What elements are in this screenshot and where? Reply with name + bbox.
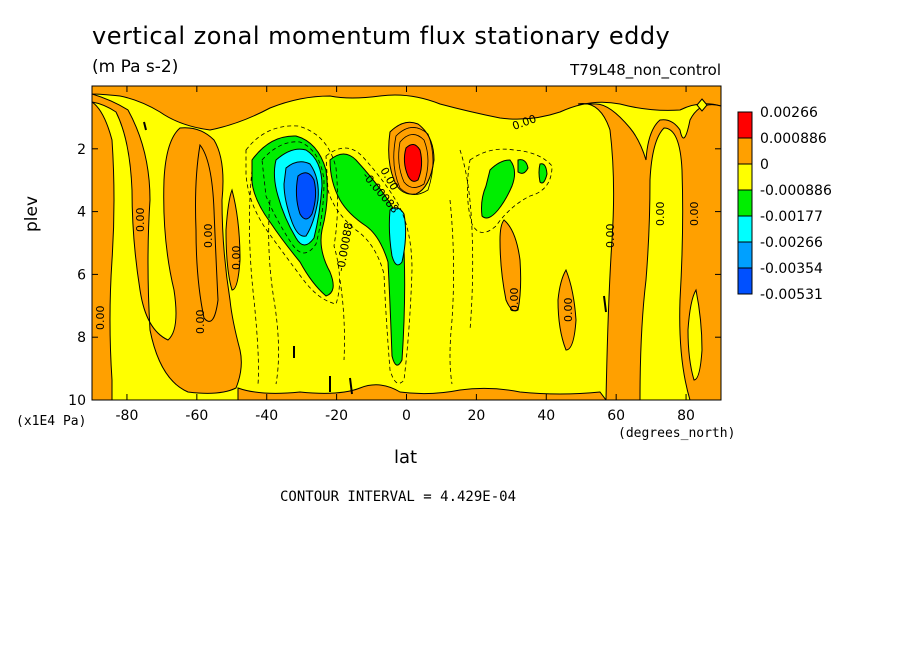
y-tick-label: 6 — [77, 267, 86, 283]
x-tick-label: 0 — [402, 408, 411, 424]
x-tick-label: 80 — [677, 408, 695, 424]
legend-swatch — [738, 164, 752, 190]
legend-level-label: 0.00266 — [760, 105, 818, 121]
legend-level-label: -0.00266 — [760, 235, 823, 251]
y-tick-label: 8 — [77, 330, 86, 346]
orange-left-edge — [92, 102, 114, 400]
contour-label: 0.00 — [688, 202, 701, 227]
contour-label: 0.00 — [94, 306, 107, 331]
x-tick-label: 20 — [467, 408, 485, 424]
contour-label: 0.00 — [134, 208, 147, 233]
legend-swatch — [738, 268, 752, 294]
contour-label: 0.00 — [202, 224, 215, 249]
x-tick-label: -40 — [255, 408, 278, 424]
contour-label: 0.00 — [508, 288, 521, 313]
color-legend: 0.00266 0.000886 0 -0.000886 -0.00177 -0.0026… — [738, 105, 832, 303]
contour-label: 0.00 — [604, 224, 617, 249]
legend-level-label: -0.00177 — [760, 209, 823, 225]
legend-swatch — [738, 112, 752, 138]
contour-field: 0.00 0.00 0.00 0.00 0.00 0.00 0.00 0.00 … — [92, 86, 721, 400]
legend-level-label: 0 — [760, 157, 769, 173]
x-tick-label: 60 — [607, 408, 625, 424]
legend-swatch — [738, 138, 752, 164]
x-tick-label: -80 — [116, 408, 139, 424]
contour-label: 0.00 — [562, 298, 575, 323]
legend-swatch — [738, 216, 752, 242]
x-tick-label: -20 — [325, 408, 348, 424]
y-tick-label: 10 — [68, 393, 86, 409]
legend-swatch — [738, 242, 752, 268]
x-tick-label: -60 — [185, 408, 208, 424]
legend-swatch — [738, 190, 752, 216]
contour-label: 0.00 — [230, 246, 243, 271]
legend-level-label: 0.000886 — [760, 131, 827, 147]
legend-level-label: -0.00531 — [760, 287, 823, 303]
legend-level-label: -0.00354 — [760, 261, 823, 277]
blue-core — [296, 173, 315, 219]
y-tick-label: 4 — [77, 205, 86, 221]
contour-label: 0.00 — [654, 202, 667, 227]
y-tick-label: 2 — [77, 142, 86, 158]
contour-label: 0.00 — [194, 310, 207, 335]
x-tick-label: 40 — [537, 408, 555, 424]
legend-level-label: -0.000886 — [760, 183, 832, 199]
